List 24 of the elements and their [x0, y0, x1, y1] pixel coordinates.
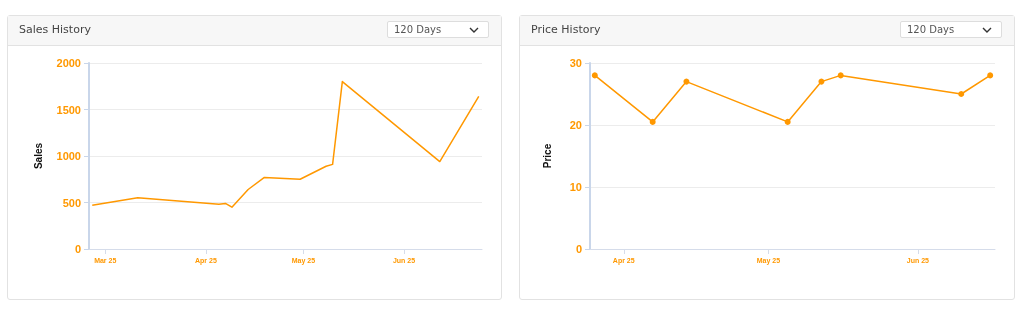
y-tick-label: 1500 [56, 103, 81, 116]
y-tick-label: 500 [62, 196, 81, 209]
text: 120 Days [907, 24, 955, 35]
y-tick-label: 20 [569, 119, 582, 131]
chart-title: Price History [531, 23, 601, 36]
line-series [91, 80, 480, 208]
y-axis-title: Sales [32, 142, 44, 170]
y-tick-label: 0 [74, 243, 81, 255]
y-axis-title: Price [541, 143, 553, 169]
chart-title: Sales History [19, 23, 91, 36]
point [649, 118, 656, 125]
y-tick-label: 0 [575, 243, 582, 255]
point [784, 118, 791, 125]
point [958, 91, 965, 97]
point [591, 72, 598, 79]
y-tick-label: 2000 [56, 57, 81, 69]
point [683, 78, 690, 85]
point [818, 78, 825, 85]
y-tick-label: 1000 [56, 150, 81, 162]
y-tick-label: 10 [569, 181, 582, 193]
point [987, 72, 994, 79]
point [837, 72, 844, 79]
text: 120 Days [394, 24, 442, 35]
y-tick-label: 30 [569, 57, 582, 69]
